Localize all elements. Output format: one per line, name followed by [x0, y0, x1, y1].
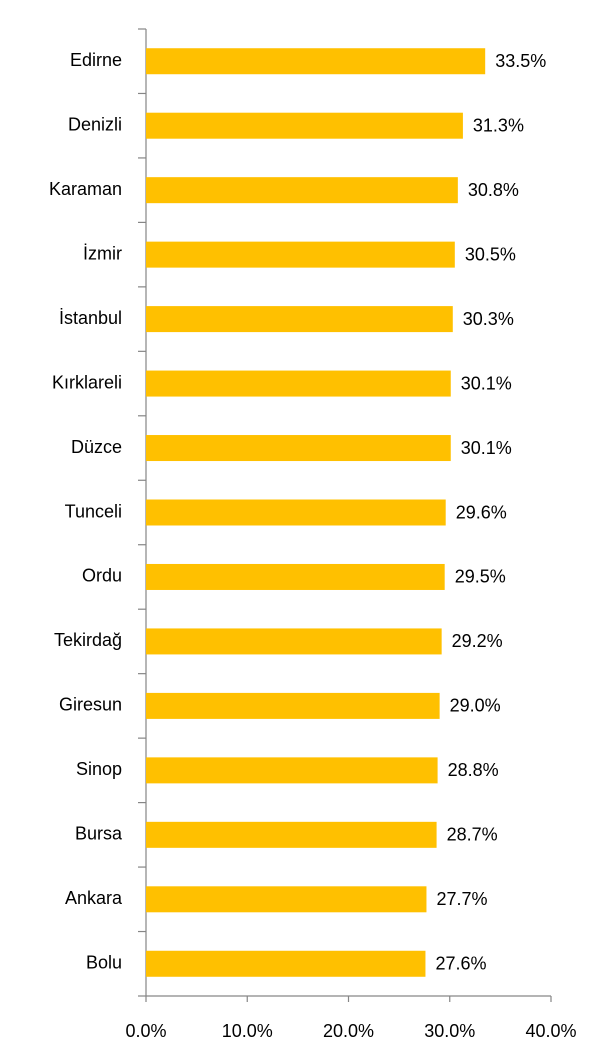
y-tick-label: Ankara: [65, 888, 123, 908]
value-label: 30.3%: [463, 309, 514, 329]
bar: [146, 370, 451, 397]
y-tick-label: Tunceli: [65, 501, 122, 521]
y-tick-label: Düzce: [71, 437, 122, 457]
value-label: 30.5%: [465, 244, 516, 264]
y-tick-label: İzmir: [83, 243, 122, 263]
value-label: 29.0%: [450, 696, 501, 716]
value-label: 28.8%: [448, 760, 499, 780]
bar: [146, 628, 442, 655]
y-tick-label: Edirne: [70, 50, 122, 70]
bar: [146, 886, 427, 913]
x-tick-label: 40.0%: [525, 1021, 576, 1041]
value-label: 29.6%: [456, 502, 507, 522]
bar: [146, 112, 463, 139]
bar: [146, 241, 455, 268]
x-tick-label: 10.0%: [222, 1021, 273, 1041]
value-label: 30.1%: [461, 373, 512, 393]
bar: [146, 306, 453, 333]
bar: [146, 563, 445, 590]
y-tick-label: Karaman: [49, 179, 122, 199]
x-tick-label: 20.0%: [323, 1021, 374, 1041]
bar: [146, 499, 446, 526]
bar: [146, 435, 451, 462]
value-label: 31.3%: [473, 115, 524, 135]
x-tick-label: 30.0%: [424, 1021, 475, 1041]
value-label: 28.7%: [447, 825, 498, 845]
y-tick-label: Bolu: [86, 953, 122, 973]
bar: [146, 692, 440, 719]
y-tick-label: Tekirdağ: [54, 630, 122, 650]
bar: [146, 950, 426, 977]
y-tick-label: Bursa: [75, 824, 123, 844]
bar: [146, 821, 437, 848]
value-label: 30.8%: [468, 180, 519, 200]
y-tick-label: İstanbul: [59, 308, 122, 328]
y-tick-label: Sinop: [76, 759, 122, 779]
y-tick-label: Ordu: [82, 566, 122, 586]
value-label: 27.6%: [435, 954, 486, 974]
value-label: 27.7%: [436, 889, 487, 909]
value-label: 30.1%: [461, 438, 512, 458]
value-label: 29.2%: [452, 631, 503, 651]
x-tick-label: 0.0%: [125, 1021, 166, 1041]
bar: [146, 757, 438, 784]
y-tick-label: Denizli: [68, 114, 122, 134]
value-label: 29.5%: [455, 567, 506, 587]
y-tick-label: Kırklareli: [52, 372, 122, 392]
value-label: 33.5%: [495, 51, 546, 71]
y-tick-label: Giresun: [59, 695, 122, 715]
bar: [146, 48, 486, 75]
bar: [146, 177, 458, 204]
